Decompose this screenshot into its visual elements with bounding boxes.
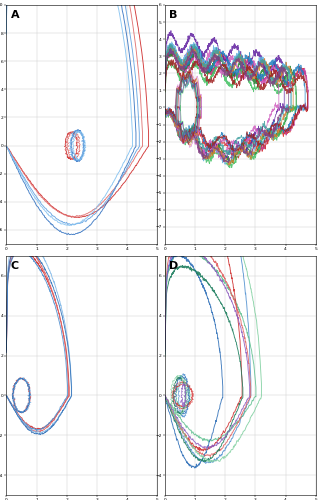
Text: B: B	[169, 10, 178, 20]
Text: A: A	[11, 10, 19, 20]
Text: D: D	[169, 261, 179, 271]
Text: C: C	[11, 261, 19, 271]
